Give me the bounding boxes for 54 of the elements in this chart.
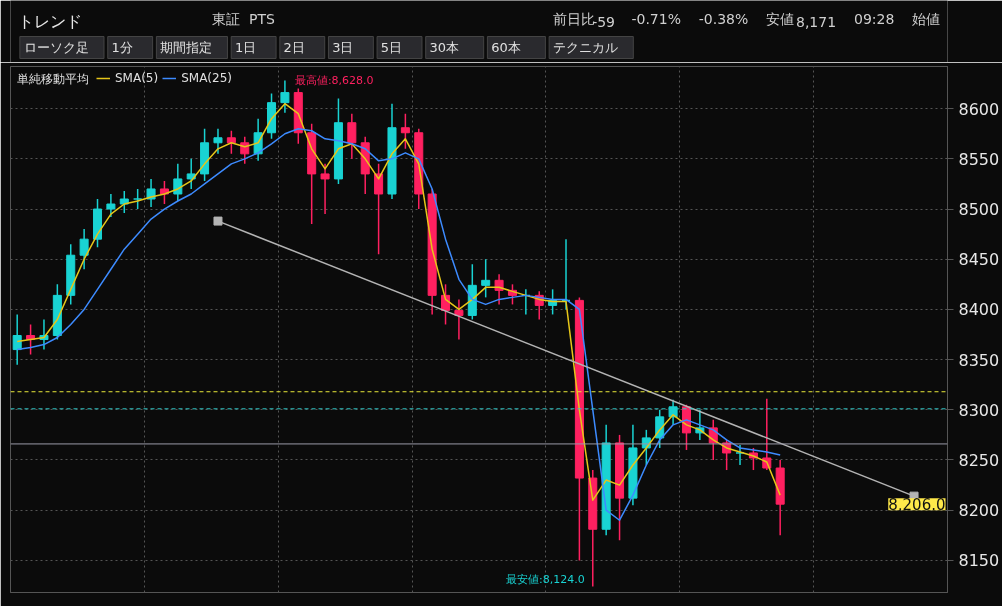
legend-label: SMA(5) [115, 71, 159, 85]
text: 60本 [491, 39, 521, 55]
y-tick-label: 8600 [958, 99, 1000, 119]
text: 1日 [234, 39, 257, 55]
candlestick [481, 258, 491, 299]
y-tick-label: 8550 [958, 149, 1000, 169]
candlestick [347, 112, 357, 160]
text: 8,171 [796, 13, 837, 30]
text: 09:28 [853, 10, 895, 27]
text: PTS [248, 10, 275, 27]
candlestick [494, 273, 504, 306]
text: 2日 [283, 39, 305, 55]
text: 前日比 [552, 10, 595, 27]
text: 5日 [380, 39, 403, 55]
text: -59 [592, 13, 616, 30]
text: 安値 [766, 10, 795, 27]
candlestick [454, 298, 464, 341]
candlestick [280, 79, 290, 114]
text: 30本 [429, 39, 459, 55]
candlestick [213, 127, 223, 155]
candlestick [119, 190, 129, 214]
text: 東証 [211, 10, 240, 27]
candlestick [173, 163, 183, 202]
annotation: 最高値:8,628.0 [294, 74, 374, 88]
y-tick-label: 8150 [958, 551, 1000, 571]
candlestick [159, 180, 169, 205]
annotation: 最安値:8,124.0 [506, 573, 585, 587]
text: 3日 [332, 39, 354, 55]
text: テクニカル [552, 39, 618, 55]
y-tick-label: 8300 [958, 400, 1000, 420]
text: 始値 [911, 10, 940, 27]
y-tick-label: 8250 [958, 451, 1000, 470]
text: -0.71% [631, 10, 681, 27]
y-tick-label: 8450 [958, 250, 1000, 270]
candlestick [226, 129, 236, 155]
y-tick-label: 8500 [958, 200, 1000, 220]
y-tick-label: 8200 [958, 501, 1000, 521]
candlestick [106, 193, 116, 218]
candlestick [400, 112, 410, 150]
candlestick [374, 163, 384, 255]
y-tick-label: 8400 [958, 300, 1000, 320]
y-tick-label: 8350 [958, 350, 1000, 370]
candlestick [320, 163, 330, 215]
text: -0.38% [698, 10, 749, 27]
legend-label: SMA(25) [181, 71, 232, 85]
candlestick [186, 158, 196, 190]
legend-title: 単純移動平均 [16, 71, 89, 86]
text: ローソク足 [23, 39, 89, 55]
chart-title: トレンド [17, 11, 82, 31]
text: 1分 [111, 39, 133, 55]
candlestick [79, 228, 89, 271]
candlestick [146, 178, 156, 208]
annotation: 8,206.0 [888, 496, 946, 515]
text: 期間指定 [160, 39, 213, 55]
